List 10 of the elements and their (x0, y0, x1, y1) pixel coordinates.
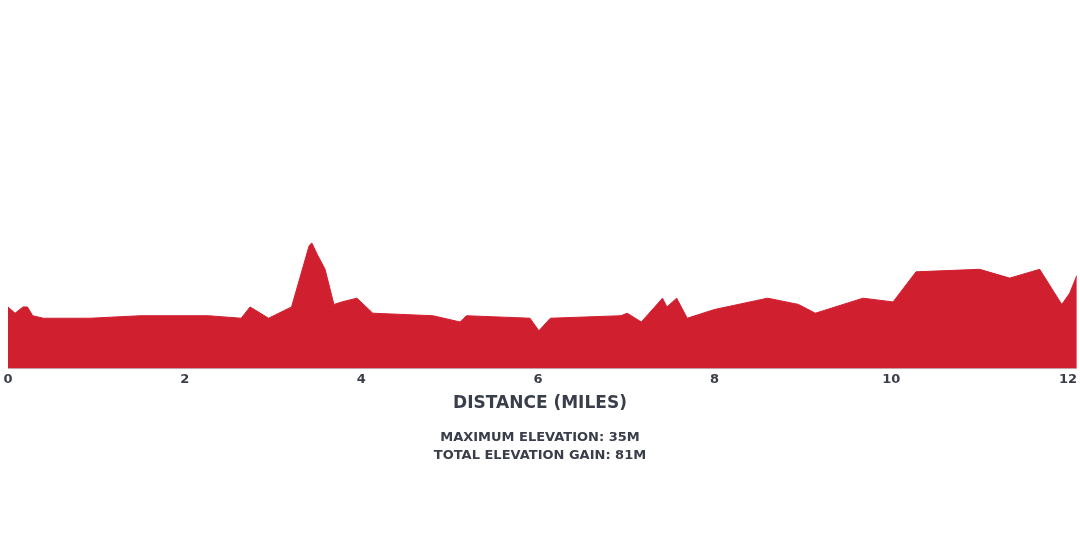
x-tick-label: 6 (533, 370, 543, 386)
x-tick-label: 10 (882, 370, 901, 386)
x-tick-label: 8 (710, 370, 720, 386)
x-axis-title: DISTANCE (MILES) (452, 392, 628, 412)
x-tick-label: 12 (1058, 370, 1077, 386)
text: MAXIMUM ELEVATION: 35M (439, 428, 641, 446)
x-tick-label: 4 (356, 370, 366, 386)
x-tick-label: 2 (180, 370, 190, 386)
x-tick-label: 0 (3, 370, 13, 386)
text: TOTAL ELEVATION GAIN: 81M (432, 446, 648, 464)
